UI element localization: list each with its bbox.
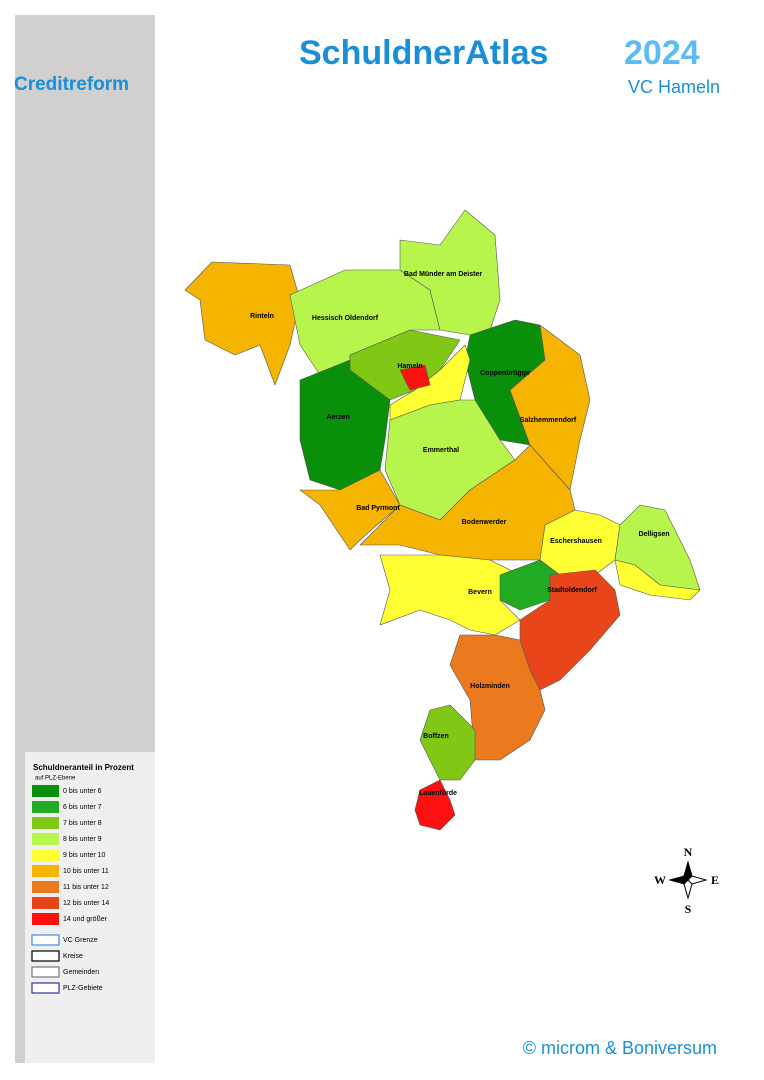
place-label: Aerzen xyxy=(326,414,349,421)
legend-label: 12 bis unter 14 xyxy=(63,900,109,907)
region xyxy=(414,779,456,831)
legend-swatch xyxy=(32,897,59,909)
compass-needle xyxy=(668,875,689,885)
legend-swatch xyxy=(32,881,59,893)
place-label: Boffzen xyxy=(423,733,449,740)
legend-label: Gemeinden xyxy=(63,969,99,976)
legend-label: 6 bis unter 7 xyxy=(63,804,102,811)
legend-label: Kreise xyxy=(63,953,83,960)
compass: N E S W xyxy=(654,845,719,916)
place-label: Salzhemmendorf xyxy=(520,417,577,424)
legend: 0 bis unter 6 6 bis unter 7 7 bis unter 8 8… xyxy=(31,785,109,994)
region xyxy=(399,364,431,391)
legend-label: 10 bis unter 11 xyxy=(63,868,109,875)
legend-swatch xyxy=(32,865,59,877)
place-label: Hessisch Oldendorf xyxy=(312,315,379,322)
compass-label: W xyxy=(654,873,666,887)
legend-label: 14 und größer xyxy=(63,916,108,923)
footer: © microm & Boniversum xyxy=(523,1038,717,1058)
compass-label: N xyxy=(684,845,693,859)
title-year: 2024 xyxy=(624,34,700,72)
legend-swatch xyxy=(32,849,59,861)
subtitle: VC Hameln xyxy=(628,77,720,97)
place-label: Coppenbrügge xyxy=(480,370,530,377)
compass-needle xyxy=(687,875,708,885)
legend-label: VC Grenze xyxy=(63,937,98,944)
legend-swatch xyxy=(32,817,59,829)
region xyxy=(299,469,401,551)
legend-swatch xyxy=(32,785,59,797)
region xyxy=(379,554,521,636)
legend-label: 11 bis unter 12 xyxy=(63,884,109,891)
place-label: Bad Münder am Deister xyxy=(404,271,482,278)
place-label: Bevern xyxy=(468,589,492,596)
place-label: Eschershausen xyxy=(550,538,602,545)
place-label: Lauenförde xyxy=(419,790,457,797)
region xyxy=(519,569,621,691)
map xyxy=(184,209,701,831)
region xyxy=(419,704,476,781)
compass-label: E xyxy=(711,873,719,887)
logo: Creditreform xyxy=(14,74,129,95)
legend-swatch xyxy=(32,913,59,925)
legend-label: 8 bis unter 9 xyxy=(63,836,102,843)
place-label: Rinteln xyxy=(250,313,274,320)
place-labels: Rinteln Hessisch Oldendorf Bad Münder am… xyxy=(250,271,669,797)
legend-label: 0 bis unter 6 xyxy=(63,788,102,795)
place-label: Emmerthal xyxy=(423,447,459,454)
legend-label: PLZ-Gebiete xyxy=(63,985,103,992)
place-label: Delligsen xyxy=(638,531,669,538)
place-label: Hameln xyxy=(397,363,422,370)
legend-border-swatch xyxy=(31,950,60,962)
place-label: Bodenwerder xyxy=(462,519,507,526)
legend-swatch xyxy=(32,833,59,845)
place-label: Bad Pyrmont xyxy=(356,505,400,512)
compass-label: S xyxy=(685,902,692,916)
legend-border-swatch xyxy=(31,934,60,946)
legend-label: 9 bis unter 10 xyxy=(63,852,106,859)
place-label: Stadtoldendorf xyxy=(547,587,597,594)
legend-subtitle: auf PLZ-Ebene xyxy=(35,776,76,782)
region xyxy=(614,559,701,601)
title: SchuldnerAtlas xyxy=(299,34,548,72)
legend-swatch xyxy=(32,801,59,813)
legend-title: Schuldneranteil in Prozent xyxy=(33,763,134,772)
place-label: Holzminden xyxy=(470,683,510,690)
legend-border-swatch xyxy=(31,966,60,978)
legend-border-swatch xyxy=(31,982,60,994)
legend-label: 7 bis unter 8 xyxy=(63,820,102,827)
region xyxy=(184,261,301,386)
